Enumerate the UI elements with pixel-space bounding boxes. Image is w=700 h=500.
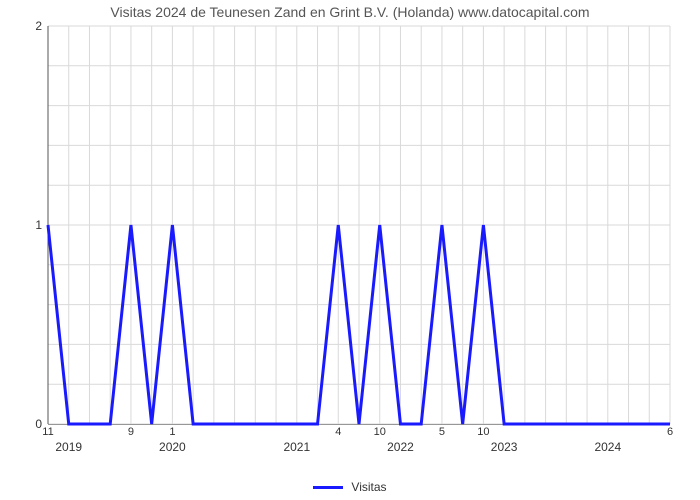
y-tick-label: 2 <box>35 19 42 33</box>
x-tick-label: 5 <box>439 426 445 438</box>
y-tick-label: 0 <box>35 417 42 431</box>
legend-swatch <box>313 486 343 489</box>
x-tick-label: 9 <box>128 426 134 438</box>
y-tick-label: 1 <box>35 218 42 232</box>
x-year-label: 2021 <box>283 440 310 454</box>
x-year-label: 2024 <box>594 440 621 454</box>
x-tick-label: 1 <box>169 426 175 438</box>
x-tick-label: 10 <box>374 426 386 438</box>
legend: Visitas <box>0 480 700 494</box>
plot-area <box>48 26 670 425</box>
chart-root: Visitas 2024 de Teunesen Zand en Grint B… <box>0 0 700 500</box>
x-year-label: 2023 <box>491 440 518 454</box>
x-year-label: 2020 <box>159 440 186 454</box>
x-tick-label: 11 <box>42 426 53 438</box>
x-year-label: 2019 <box>55 440 82 454</box>
x-tick-label: 6 <box>667 426 673 438</box>
line-svg <box>48 26 670 424</box>
x-tick-label: 4 <box>335 426 341 438</box>
legend-label: Visitas <box>351 480 386 494</box>
x-year-label: 2022 <box>387 440 414 454</box>
x-tick-label: 10 <box>477 426 489 438</box>
chart-title: Visitas 2024 de Teunesen Zand en Grint B… <box>0 4 700 20</box>
